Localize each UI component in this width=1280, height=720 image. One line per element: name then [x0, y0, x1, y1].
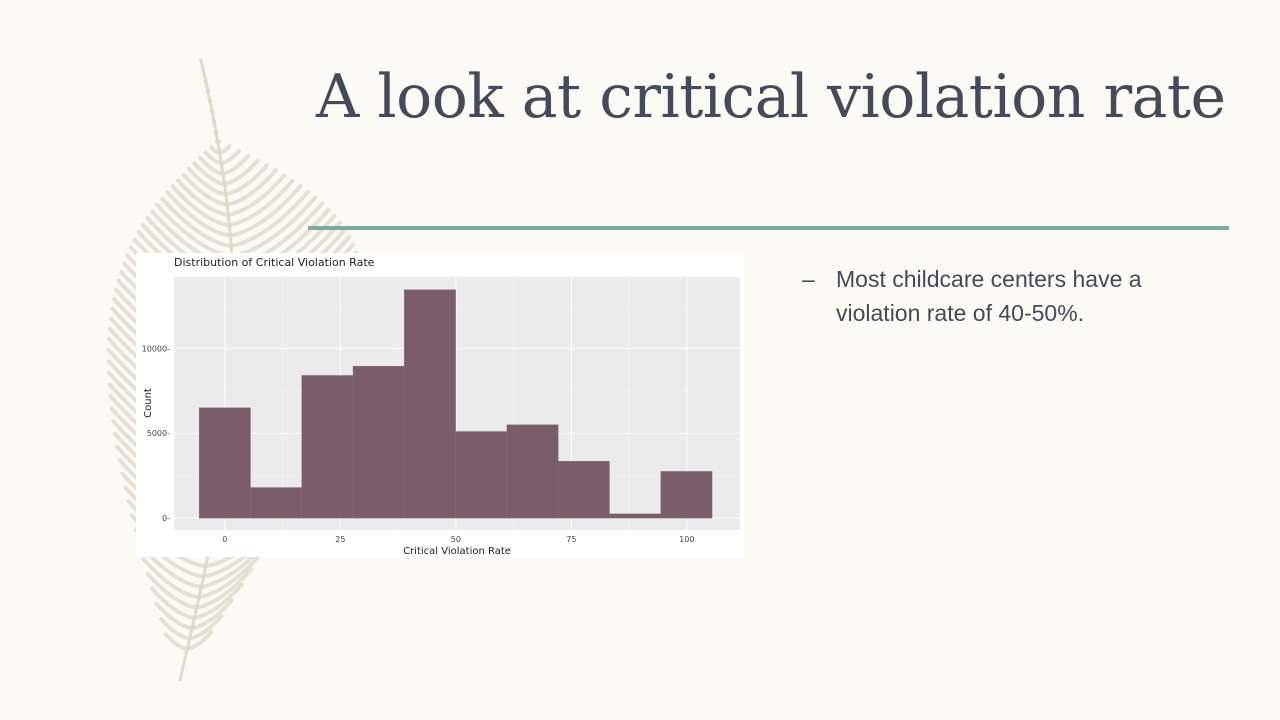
- feather-stroke: [181, 172, 230, 207]
- slide-title: A look at critical violation rate: [316, 62, 1226, 132]
- feather-stroke: [220, 153, 251, 176]
- histogram-bar: [660, 471, 713, 519]
- feather-stroke: [192, 582, 244, 620]
- x-tick-label: 0: [222, 535, 227, 544]
- histogram-bar: [609, 513, 661, 519]
- bullet-list: – Most childcare centers have a violatio…: [802, 262, 1222, 330]
- feather-stroke: [176, 178, 231, 217]
- feather-stroke: [187, 614, 224, 641]
- x-tick-label: 100: [679, 535, 694, 544]
- feather-stroke: [150, 586, 197, 620]
- bullet-text: Most childcare centers have a violation …: [836, 266, 1142, 326]
- feather-stroke: [190, 598, 234, 631]
- feather-stroke: [170, 184, 232, 228]
- feather-stroke: [192, 161, 227, 186]
- feather-stroke: [194, 567, 254, 610]
- histogram-bar: [352, 365, 405, 519]
- y-tick-label: 0-: [162, 514, 170, 523]
- y-tick-label: 10000-: [142, 344, 170, 353]
- feather-stroke: [187, 167, 228, 197]
- histogram-chart: Distribution of Critical Violation Rate …: [142, 256, 740, 557]
- feather-stroke: [185, 630, 214, 651]
- histogram-bar: [455, 431, 508, 519]
- x-tick-label: 50: [451, 535, 461, 544]
- bars: [198, 289, 713, 519]
- feather-stroke: [197, 551, 264, 600]
- chart-panel: Distribution of Critical Violation Rate …: [136, 253, 744, 557]
- histogram-bar: [198, 407, 251, 519]
- feather-stroke: [226, 173, 287, 217]
- histogram-bar: [301, 375, 354, 519]
- feather-stroke: [217, 144, 232, 155]
- y-axis-label: Count: [143, 388, 154, 418]
- feather-stroke: [165, 190, 233, 238]
- x-tick-label: 25: [335, 535, 345, 544]
- tick-labels: 0 25 50 75 100 0- 5000- 10000-: [142, 344, 695, 544]
- histogram-bar: [404, 289, 456, 519]
- chart-title: Distribution of Critical Violation Rate: [174, 256, 375, 269]
- feather-stroke: [223, 163, 269, 197]
- feather-stroke: [228, 184, 303, 238]
- feather-stroke: [159, 617, 192, 641]
- feather-stroke: [141, 557, 202, 600]
- x-tick-label: 75: [566, 535, 576, 544]
- bullet-dash: –: [802, 266, 815, 292]
- feather-stroke: [229, 189, 311, 248]
- histogram-bar: [557, 461, 610, 519]
- feather-stroke: [225, 168, 278, 207]
- feather-stroke: [145, 571, 199, 610]
- feather-stroke: [227, 178, 295, 228]
- feather-stroke: [160, 196, 234, 248]
- y-tick-label: 5000-: [147, 429, 170, 438]
- feather-stroke: [219, 149, 241, 166]
- feather-stroke: [222, 158, 260, 186]
- feather-stroke: [215, 139, 222, 145]
- title-divider: [308, 226, 1229, 230]
- x-axis-label: Critical Violation Rate: [403, 546, 511, 557]
- histogram-bar: [506, 424, 559, 519]
- histogram-bar: [250, 487, 302, 519]
- feather-stroke: [154, 601, 195, 631]
- bullet-item: – Most childcare centers have a violatio…: [802, 262, 1222, 330]
